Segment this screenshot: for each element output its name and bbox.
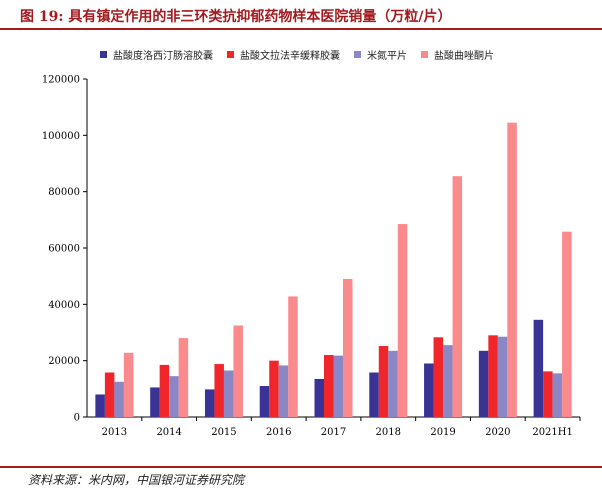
legend-label-duloxetine: 盐酸度洛西汀肠溶胶囊	[113, 50, 213, 62]
source-note: 资料来源：米内网，中国银河证券研究院	[28, 473, 245, 487]
figure-title: 图 19: 具有镇定作用的非三环类抗抑郁药物样本医院销量（万粒/片）	[20, 9, 452, 25]
y-tick-label: 80000	[48, 187, 80, 198]
bar-2018-series-4	[397, 224, 408, 417]
bar-2018-series-2	[378, 346, 389, 417]
bar-2020-series-3	[497, 336, 508, 417]
bar-2013-series-4	[123, 352, 134, 417]
legend-label-venlafaxine: 盐酸文拉法辛缓释胶囊	[240, 50, 340, 62]
legend-swatch-duloxetine	[100, 50, 107, 58]
x-tick-label: 2016	[266, 427, 291, 438]
source-bar: 资料来源：米内网，中国银河证券研究院	[0, 466, 602, 496]
y-tick-label: 120000	[42, 75, 80, 86]
bar-2013-series-2	[104, 372, 115, 417]
bar-2018-series-3	[388, 350, 398, 417]
legend-item-venlafaxine: 盐酸文拉法辛缓释胶囊	[227, 47, 340, 62]
bar-2018-series-1	[369, 372, 379, 417]
bar-2021H1-series-1	[533, 319, 544, 417]
bar-2015-series-2	[214, 364, 224, 417]
x-tick-label: 2013	[102, 427, 127, 438]
bar-2016-series-3	[278, 365, 289, 417]
bar-2021H1-series-2	[543, 371, 553, 417]
legend-swatch-mirtazapine	[354, 50, 361, 58]
bar-2014-series-1	[150, 387, 160, 417]
x-tick-label: 2015	[211, 427, 236, 438]
bar-2019-series-4	[452, 176, 463, 417]
legend-item-duloxetine: 盐酸度洛西汀肠溶胶囊	[100, 47, 213, 62]
bar-2014-series-3	[169, 376, 179, 417]
legend-label-mirtazapine: 米氮平片	[367, 50, 407, 62]
bar-2016-series-1	[259, 386, 270, 417]
bar-2019-series-1	[424, 363, 434, 417]
bar-2019-series-2	[433, 337, 444, 417]
bar-2016-series-4	[288, 296, 298, 417]
y-tick-label: 60000	[48, 244, 80, 255]
y-tick-label: 40000	[48, 300, 80, 311]
legend-swatch-venlafaxine	[227, 50, 234, 58]
y-tick-label: 100000	[42, 131, 80, 142]
x-tick-label: 2018	[376, 427, 401, 438]
bar-2015-series-4	[233, 325, 243, 417]
x-tick-label: 2020	[485, 427, 510, 438]
x-tick-label: 2019	[430, 427, 455, 438]
x-tick-label: 2017	[321, 427, 346, 438]
bar-2021H1-series-3	[552, 373, 563, 417]
bar-2017-series-2	[324, 355, 334, 417]
bar-2021H1-series-4	[562, 231, 572, 417]
legend-swatch-trazodone	[421, 50, 428, 58]
x-tick-label: 2014	[156, 427, 181, 438]
bar-2015-series-1	[204, 389, 215, 417]
legend-item-trazodone: 盐酸曲唑酮片	[421, 47, 494, 62]
bar-2020-series-2	[488, 335, 498, 417]
bar-2017-series-4	[343, 278, 353, 417]
bar-2015-series-3	[223, 370, 234, 417]
y-tick-label: 20000	[48, 356, 80, 367]
bar-2017-series-3	[333, 355, 343, 417]
bar-2013-series-1	[95, 394, 105, 417]
bar-2016-series-2	[269, 360, 279, 417]
bar-chart: 0 20000 40000 60000 80000 100000 120000 2013 201…	[42, 75, 581, 438]
bar-2020-series-4	[507, 122, 517, 418]
bar-2017-series-1	[314, 378, 324, 417]
bar-2013-series-3	[114, 381, 124, 417]
bar-2019-series-3	[443, 345, 453, 417]
chart-legend: 盐酸度洛西汀肠溶胶囊 盐酸文拉法辛缓释胶囊 米氮平片 盐酸曲唑酮片	[100, 46, 508, 62]
x-tick-label: 2021H1	[532, 427, 573, 438]
legend-label-trazodone: 盐酸曲唑酮片	[434, 50, 494, 62]
title-bar: 图 19: 具有镇定作用的非三环类抗抑郁药物样本医院销量（万粒/片）	[0, 0, 602, 30]
y-tick-label: 0	[74, 413, 80, 424]
legend-item-mirtazapine: 米氮平片	[354, 47, 407, 62]
bar-2014-series-2	[159, 364, 170, 417]
bar-2020-series-1	[478, 350, 489, 417]
bar-2014-series-4	[178, 338, 189, 417]
